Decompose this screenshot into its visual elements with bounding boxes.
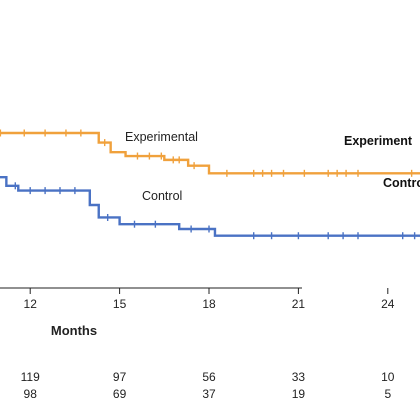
- x-tick-label-24: 24: [381, 297, 395, 311]
- x-ticks: 12151821242730: [24, 288, 395, 311]
- series-line-control: [0, 175, 420, 237]
- at-risk-control-12: 98: [24, 387, 38, 401]
- at-risk-experimental-18: 56: [202, 370, 216, 384]
- series-group: [0, 131, 420, 237]
- at-risk-control-18: 37: [202, 387, 216, 401]
- at-risk-experimental-15: 97: [113, 370, 127, 384]
- censor-marks: [0, 129, 416, 240]
- x-tick-label-15: 15: [113, 297, 127, 311]
- at-risk-experimental-24: 10: [381, 370, 395, 384]
- series-label-experimental: Experimental: [125, 130, 198, 144]
- number-at-risk-table: 119975633101098693719510: [21, 370, 395, 401]
- at-risk-experimental-21: 33: [292, 370, 306, 384]
- x-axis-title: Months: [51, 323, 97, 338]
- x-tick-label-18: 18: [202, 297, 216, 311]
- at-risk-experimental-12: 119: [21, 370, 40, 384]
- at-risk-control-24: 5: [384, 387, 391, 401]
- at-risk-control-21: 19: [292, 387, 306, 401]
- x-tick-label-12: 12: [24, 297, 38, 311]
- series-line-experimental: [0, 131, 420, 175]
- series-label-control: Control: [142, 189, 182, 203]
- at-risk-control-15: 69: [113, 387, 127, 401]
- x-tick-label-21: 21: [292, 297, 306, 311]
- side-label-experimental: Experiment: [344, 134, 413, 148]
- side-label-control: Contro: [383, 176, 420, 190]
